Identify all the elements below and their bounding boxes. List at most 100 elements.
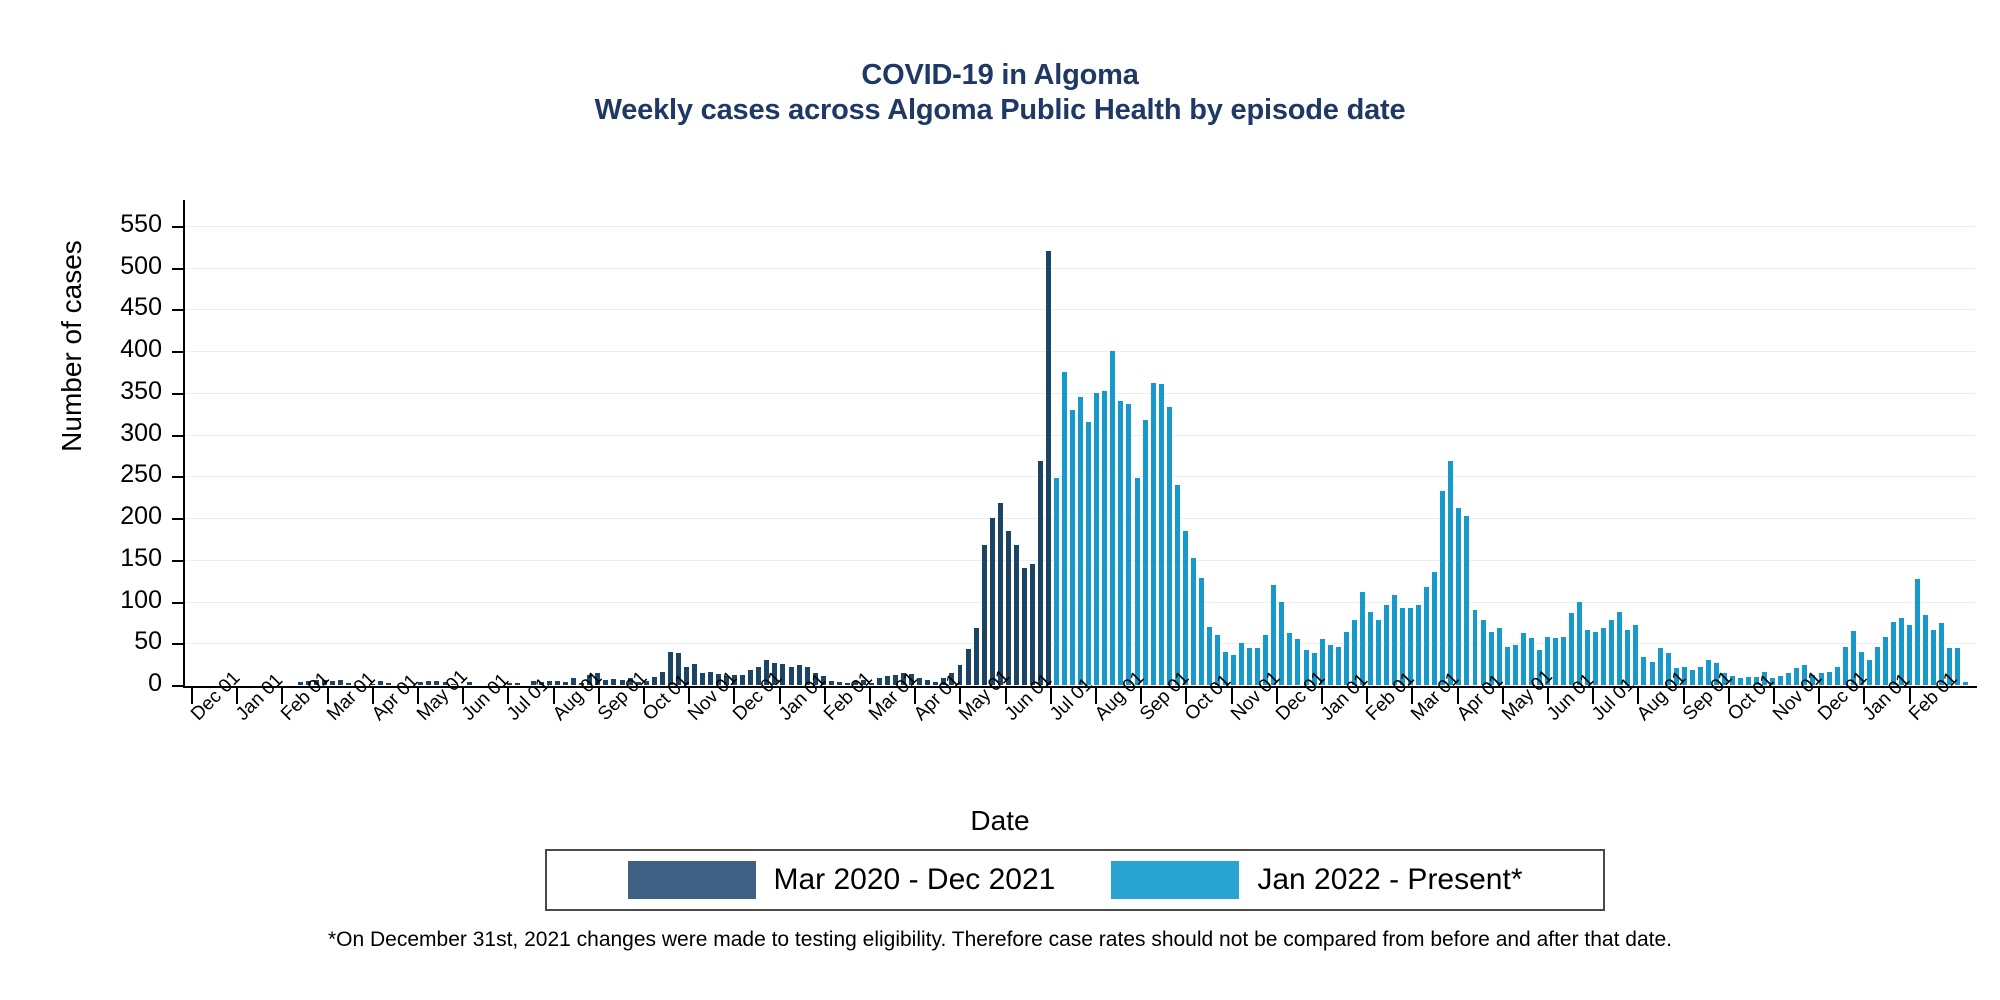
bar[interactable]	[1826, 671, 1832, 685]
bar[interactable]	[1013, 544, 1019, 685]
bar[interactable]	[667, 651, 673, 685]
bar[interactable]	[764, 659, 770, 685]
bar[interactable]	[603, 680, 609, 685]
bar[interactable]	[1464, 516, 1470, 685]
bar[interactable]	[611, 679, 617, 685]
bar[interactable]	[1383, 604, 1389, 685]
bar[interactable]	[1923, 614, 1929, 685]
bar[interactable]	[1866, 659, 1872, 685]
bar[interactable]	[563, 681, 569, 685]
bar[interactable]	[1874, 646, 1880, 685]
bar[interactable]	[772, 663, 778, 685]
bar[interactable]	[1939, 623, 1945, 685]
bar[interactable]	[812, 673, 818, 685]
bar[interactable]	[555, 680, 561, 685]
bar[interactable]	[337, 680, 343, 685]
bar[interactable]	[1617, 611, 1623, 685]
bar[interactable]	[917, 677, 923, 685]
bar[interactable]	[1689, 669, 1695, 685]
bar[interactable]	[539, 681, 545, 685]
bar[interactable]	[1746, 676, 1752, 685]
bar[interactable]	[1118, 401, 1124, 685]
bar[interactable]	[1142, 419, 1148, 685]
bar[interactable]	[1520, 633, 1526, 685]
bar[interactable]	[1705, 659, 1711, 685]
bar[interactable]	[1810, 674, 1816, 685]
bar[interactable]	[1255, 648, 1261, 685]
bar[interactable]	[1005, 530, 1011, 685]
bar[interactable]	[1649, 661, 1655, 685]
bar[interactable]	[1134, 477, 1140, 685]
bar[interactable]	[804, 666, 810, 685]
bar[interactable]	[925, 680, 931, 685]
bar[interactable]	[1295, 639, 1301, 685]
bar[interactable]	[1263, 634, 1269, 685]
bar[interactable]	[579, 682, 585, 685]
bar[interactable]	[1738, 677, 1744, 685]
bar[interactable]	[1536, 649, 1542, 685]
bar[interactable]	[1046, 250, 1051, 685]
bar[interactable]	[321, 680, 327, 685]
bar[interactable]	[1432, 572, 1438, 685]
bar[interactable]	[1754, 676, 1760, 685]
bar[interactable]	[426, 680, 432, 685]
bar[interactable]	[1794, 668, 1800, 685]
bar[interactable]	[1898, 618, 1904, 685]
bar[interactable]	[877, 677, 883, 685]
bar[interactable]	[1915, 578, 1921, 685]
bar[interactable]	[1625, 629, 1631, 685]
bar[interactable]	[297, 681, 303, 685]
bar[interactable]	[547, 680, 553, 685]
bar[interactable]	[345, 683, 351, 685]
bar[interactable]	[1569, 613, 1575, 685]
bar[interactable]	[587, 674, 593, 685]
bar[interactable]	[1424, 586, 1430, 685]
bar[interactable]	[1665, 653, 1671, 685]
bar[interactable]	[1287, 633, 1293, 685]
bar[interactable]	[1021, 568, 1027, 685]
bar[interactable]	[1174, 484, 1180, 685]
bar[interactable]	[748, 669, 754, 685]
bar[interactable]	[852, 680, 858, 685]
bar[interactable]	[941, 678, 947, 685]
bar[interactable]	[635, 681, 641, 685]
bar[interactable]	[1778, 675, 1784, 685]
bar[interactable]	[531, 680, 536, 685]
bar[interactable]	[997, 503, 1003, 685]
bar[interactable]	[1311, 653, 1317, 685]
bar[interactable]	[1488, 631, 1494, 685]
bar[interactable]	[1086, 422, 1092, 685]
bar[interactable]	[1408, 608, 1414, 685]
bar[interactable]	[893, 674, 899, 685]
bar[interactable]	[716, 674, 722, 685]
bar[interactable]	[1303, 649, 1309, 685]
bar[interactable]	[1375, 619, 1381, 685]
bar[interactable]	[973, 628, 979, 685]
bar[interactable]	[1890, 621, 1896, 685]
bar[interactable]	[683, 666, 689, 685]
bar[interactable]	[1802, 664, 1808, 685]
bar[interactable]	[957, 664, 963, 685]
bar[interactable]	[1078, 397, 1084, 685]
bar[interactable]	[965, 649, 971, 685]
bar[interactable]	[378, 680, 384, 685]
bar[interactable]	[868, 683, 874, 685]
bar[interactable]	[1633, 624, 1639, 685]
bar[interactable]	[1158, 384, 1164, 685]
bar[interactable]	[1834, 666, 1840, 685]
bar[interactable]	[571, 677, 577, 685]
bar[interactable]	[1504, 646, 1510, 685]
bar[interactable]	[675, 653, 681, 685]
bar[interactable]	[1955, 648, 1961, 685]
bar[interactable]	[1657, 648, 1663, 685]
bar[interactable]	[466, 681, 472, 685]
bar[interactable]	[885, 675, 891, 685]
bar[interactable]	[1882, 636, 1888, 685]
bar[interactable]	[796, 664, 802, 685]
bar[interactable]	[1367, 611, 1373, 685]
bar[interactable]	[659, 671, 665, 685]
bar[interactable]	[820, 675, 826, 685]
bar[interactable]	[860, 680, 866, 685]
bar[interactable]	[1359, 591, 1365, 685]
bar[interactable]	[450, 684, 456, 685]
